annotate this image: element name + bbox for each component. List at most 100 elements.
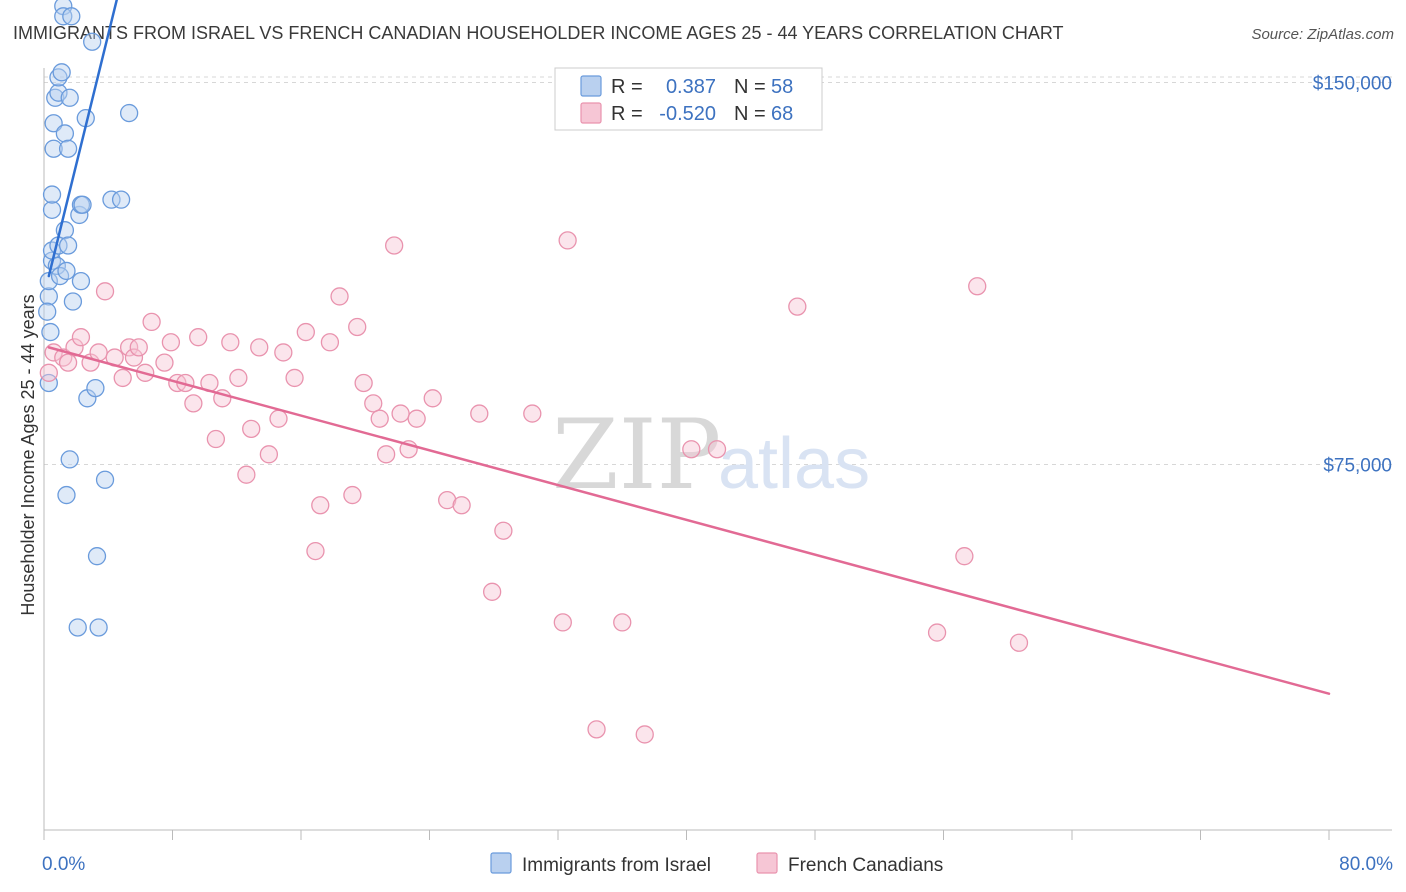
point-french-32 <box>274 343 293 362</box>
point-israel-45 <box>87 547 107 566</box>
trend-line-french <box>47 346 1331 695</box>
point-french-30 <box>259 445 279 464</box>
point-israel-49 <box>95 470 115 489</box>
legend-r-label-1: R = <box>611 76 643 98</box>
series-legend-label-israel: Immigrants from Israel <box>522 855 711 876</box>
point-israel-9 <box>44 114 63 133</box>
point-israel-3 <box>41 322 60 342</box>
point-french-4 <box>65 338 84 357</box>
point-french-34 <box>296 322 315 342</box>
legend-n-label-2: N = <box>734 103 766 125</box>
point-french-17 <box>161 333 181 352</box>
point-french-64 <box>927 623 947 642</box>
point-french-3 <box>58 353 78 372</box>
point-french-23 <box>206 429 226 449</box>
legend-r-label-2: R = <box>611 103 643 125</box>
point-israel-41 <box>83 32 102 51</box>
point-french-36 <box>311 496 330 515</box>
point-israel-1 <box>39 287 58 306</box>
point-israel-32 <box>68 618 87 637</box>
point-french-29 <box>250 338 269 357</box>
legend-swatch-israel <box>580 75 602 97</box>
point-french-57 <box>558 231 577 250</box>
watermark: ZIP atlas <box>552 399 870 511</box>
point-israel-16 <box>52 63 71 82</box>
y-axis-tick-labels: $75,000$150,000$225,000$300,000 <box>1313 74 1392 477</box>
point-french-59 <box>613 613 632 632</box>
trend-lines <box>47 0 1331 695</box>
point-french-56 <box>553 613 572 632</box>
point-french-11 <box>119 338 139 357</box>
point-israel-7 <box>42 185 62 204</box>
series-legend-swatch-israel <box>490 852 512 874</box>
x-axis-tick-labels: 0.0% 80.0% <box>42 854 1393 875</box>
point-israel-51 <box>102 190 121 209</box>
point-israel-21 <box>57 261 76 281</box>
watermark-atlas-text: atlas <box>718 424 870 504</box>
point-israel-57 <box>38 302 57 321</box>
point-french-63 <box>788 297 807 316</box>
point-french-55 <box>523 404 542 423</box>
x-tick-label-0: 0.0% <box>42 854 85 875</box>
point-french-54 <box>494 521 513 540</box>
point-israel-22 <box>57 485 76 505</box>
point-french-33 <box>285 368 304 388</box>
point-french-25 <box>221 333 240 352</box>
point-israel-28 <box>63 292 83 311</box>
point-french-31 <box>269 409 288 428</box>
point-israel-13 <box>49 83 68 102</box>
scatter-points <box>38 0 1029 744</box>
legend-r-value-1: 0.387 <box>666 76 716 98</box>
point-israel-6 <box>42 200 62 219</box>
series-legend-label-french: French Canadians <box>788 855 943 876</box>
point-french-53 <box>482 582 502 601</box>
point-french-10 <box>113 368 132 388</box>
point-french-58 <box>587 720 606 739</box>
y-tick-label-0: $75,000 <box>1323 456 1392 477</box>
point-french-8 <box>95 282 115 301</box>
point-french-67 <box>1009 633 1029 652</box>
point-israel-0 <box>39 373 58 393</box>
point-israel-36 <box>73 195 92 214</box>
point-israel-53 <box>119 103 139 123</box>
series-legend-swatch-french <box>756 852 778 874</box>
point-israel-34 <box>71 271 91 291</box>
point-french-12 <box>124 348 144 367</box>
point-french-45 <box>385 236 404 255</box>
point-israel-25 <box>60 450 79 469</box>
point-israel-24 <box>58 236 78 255</box>
legend-n-value-1: 58 <box>771 76 793 98</box>
point-french-41 <box>354 373 373 393</box>
point-israel-10 <box>46 88 65 107</box>
chart-title: IMMIGRANTS FROM ISRAEL VS FRENCH CANADIA… <box>13 23 1064 43</box>
point-french-61 <box>682 440 701 459</box>
point-french-42 <box>364 394 383 413</box>
point-french-37 <box>320 333 340 352</box>
point-french-43 <box>370 409 389 428</box>
point-french-51 <box>452 496 471 515</box>
point-french-26 <box>229 368 248 388</box>
point-israel-26 <box>60 88 79 107</box>
point-french-15 <box>142 312 161 332</box>
point-french-62 <box>707 440 727 459</box>
point-israel-14 <box>49 68 68 87</box>
chart-source: Source: ZipAtlas.com <box>1251 26 1394 43</box>
point-israel-52 <box>111 190 131 209</box>
point-french-44 <box>376 445 396 464</box>
point-israel-19 <box>55 124 75 143</box>
point-french-65 <box>955 547 974 566</box>
x-axis-tick-marks <box>43 830 1330 840</box>
point-israel-46 <box>89 618 108 637</box>
y-axis-label: Householder Income Ages 25 - 44 years <box>18 294 38 615</box>
point-french-16 <box>155 353 174 372</box>
point-israel-27 <box>62 7 81 26</box>
point-french-60 <box>635 725 654 744</box>
point-french-35 <box>306 541 325 561</box>
legend-swatch-french <box>580 102 602 124</box>
correlation-legend: R = 0.387 N = 58 R = -0.520 N = 68 <box>554 67 823 131</box>
point-french-5 <box>71 328 91 347</box>
legend-n-value-2: 68 <box>771 103 793 125</box>
point-french-49 <box>423 389 442 408</box>
point-french-13 <box>129 338 148 357</box>
